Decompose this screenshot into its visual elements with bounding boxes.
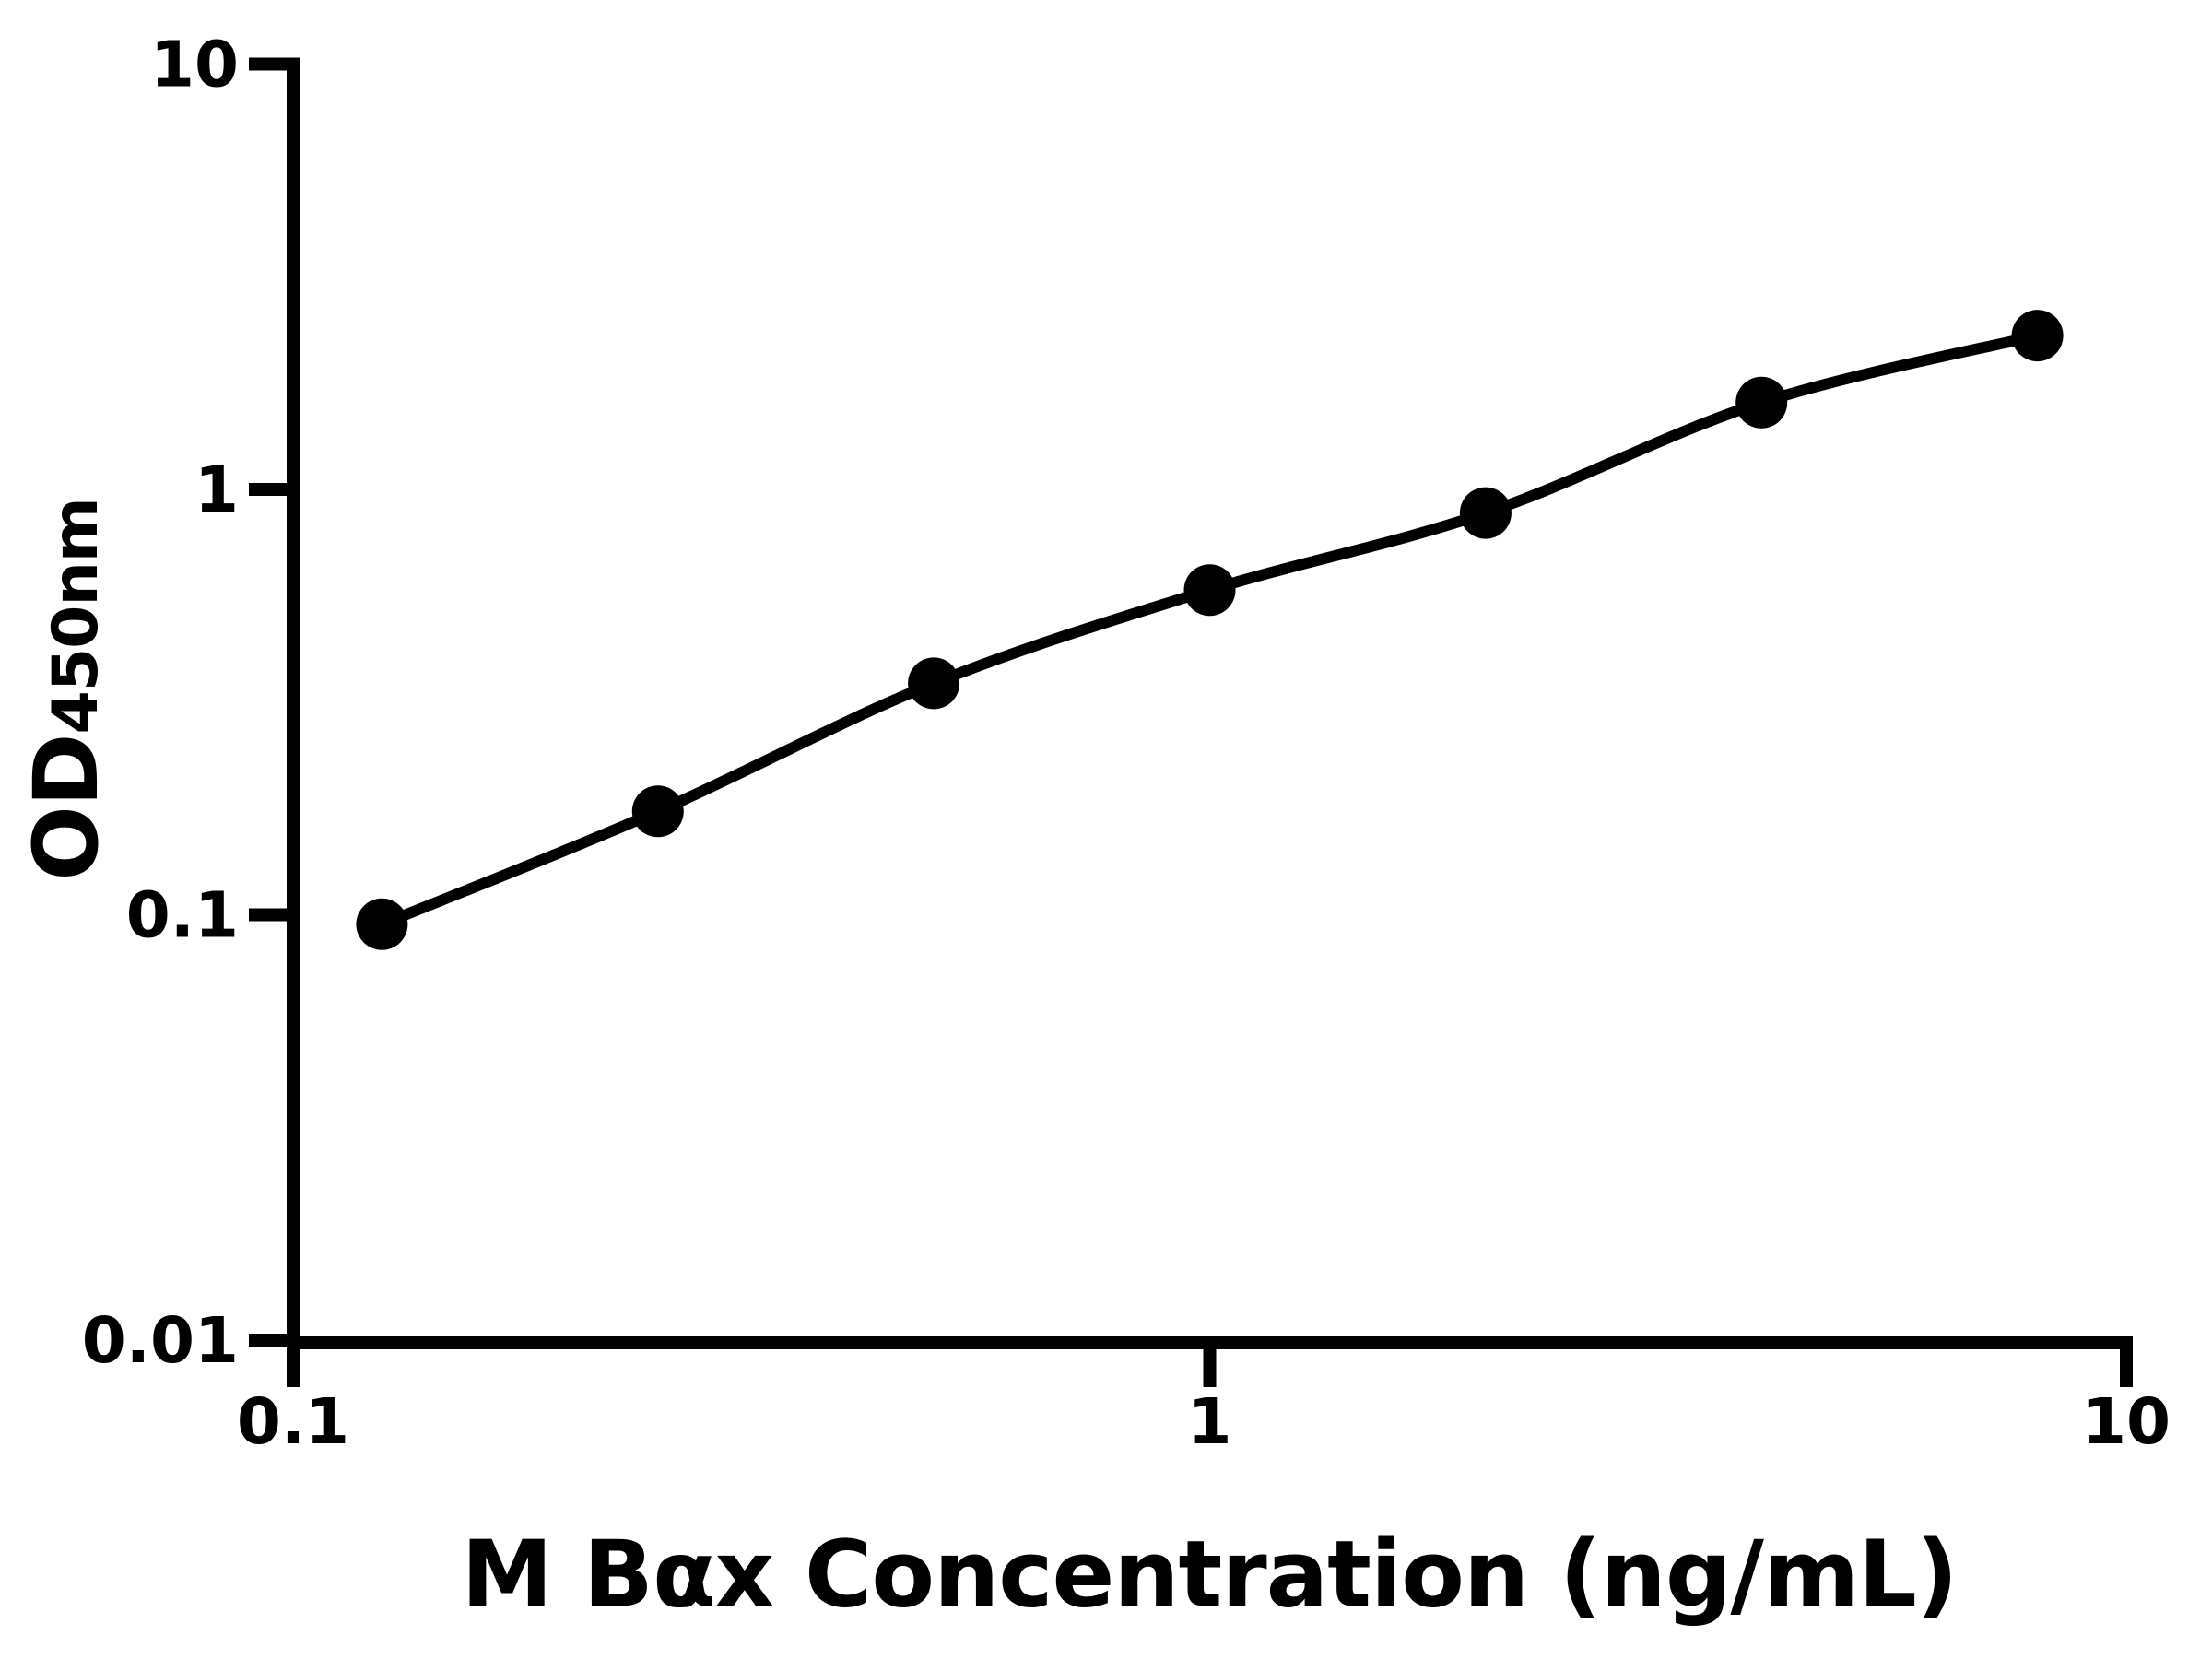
data-point bbox=[1459, 487, 1512, 539]
x-axis-line bbox=[287, 1336, 2133, 1349]
y-tick bbox=[249, 1334, 300, 1347]
x-tick-label: 1 bbox=[1187, 1385, 1231, 1459]
x-tick-label: 10 bbox=[2082, 1385, 2171, 1459]
data-point bbox=[1183, 564, 1236, 617]
x-axis-title: M Bαx Concentration (ng/mL) bbox=[461, 1520, 1958, 1629]
data-point bbox=[2011, 310, 2064, 362]
x-tick bbox=[2120, 1349, 2133, 1387]
y-tick-label: 0.1 bbox=[126, 879, 239, 953]
y-tick-label: 0.01 bbox=[82, 1304, 239, 1378]
y-tick-label: 1 bbox=[194, 453, 239, 527]
y-axis-line bbox=[287, 58, 300, 1349]
x-tick-label: 0.1 bbox=[237, 1385, 349, 1459]
y-tick-label: 10 bbox=[150, 29, 239, 102]
standard-curve-line bbox=[380, 330, 2040, 930]
data-point bbox=[1735, 376, 1788, 429]
x-tick bbox=[1203, 1349, 1217, 1387]
y-axis-title: OD 450nm bbox=[15, 498, 118, 881]
x-tick bbox=[287, 1349, 300, 1387]
y-axis-title-subscript: 450nm bbox=[40, 498, 112, 735]
data-point bbox=[908, 657, 960, 710]
y-tick bbox=[249, 483, 300, 496]
data-point bbox=[631, 785, 684, 838]
y-tick bbox=[249, 57, 300, 71]
y-axis-title-main: OD bbox=[15, 734, 118, 881]
y-tick bbox=[249, 908, 300, 922]
data-point bbox=[356, 898, 408, 950]
